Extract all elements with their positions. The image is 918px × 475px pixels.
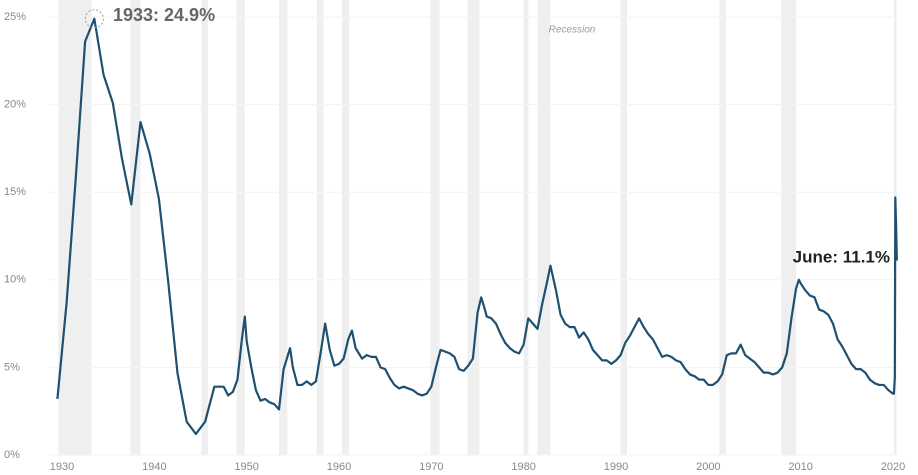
latest-annotation: June: 11.1% <box>793 247 890 266</box>
recession-band <box>620 0 628 455</box>
recession-band <box>537 0 551 455</box>
recession-band <box>781 0 797 455</box>
unemployment-line <box>56 17 898 436</box>
recession-band <box>316 0 324 455</box>
x-tick-label: 1990 <box>604 461 628 473</box>
y-tick-label: 10% <box>4 274 26 286</box>
x-tick-label: 1940 <box>142 461 166 473</box>
recession-band <box>523 0 529 455</box>
recession-band <box>130 0 141 455</box>
plot <box>56 9 898 436</box>
recession-band <box>719 0 726 455</box>
recession-band <box>58 0 92 455</box>
x-tick-label: 2010 <box>788 461 812 473</box>
grid: 0% 5% 10% 15% 20% 25% 1930 1940 1950 1960 1970 1980… <box>4 11 905 473</box>
y-tick-label: 25% <box>4 11 26 23</box>
x-tick-label: 1980 <box>511 461 535 473</box>
y-tick-label: 0% <box>4 449 20 461</box>
recession-band <box>278 0 288 455</box>
recession-label: Recession <box>549 25 596 36</box>
y-tick-label: 15% <box>4 186 26 198</box>
recession-band <box>201 0 208 455</box>
recession-band <box>341 0 350 455</box>
y-tick-label: 5% <box>4 361 20 373</box>
recession-band <box>430 0 440 455</box>
x-tick-label: 2020 <box>881 461 905 473</box>
recession-bands <box>58 0 897 455</box>
x-tick-label: 1960 <box>327 461 351 473</box>
recession-band <box>467 0 480 455</box>
peak-annotation: 1933: 24.9% <box>113 5 215 25</box>
peak-marker <box>84 9 104 29</box>
recession-band <box>236 0 245 455</box>
x-tick-label: 1950 <box>234 461 258 473</box>
y-tick-label: 20% <box>4 99 26 111</box>
x-tick-label: 1970 <box>419 461 443 473</box>
x-tick-label: 1930 <box>50 461 74 473</box>
x-tick-label: 2000 <box>696 461 720 473</box>
